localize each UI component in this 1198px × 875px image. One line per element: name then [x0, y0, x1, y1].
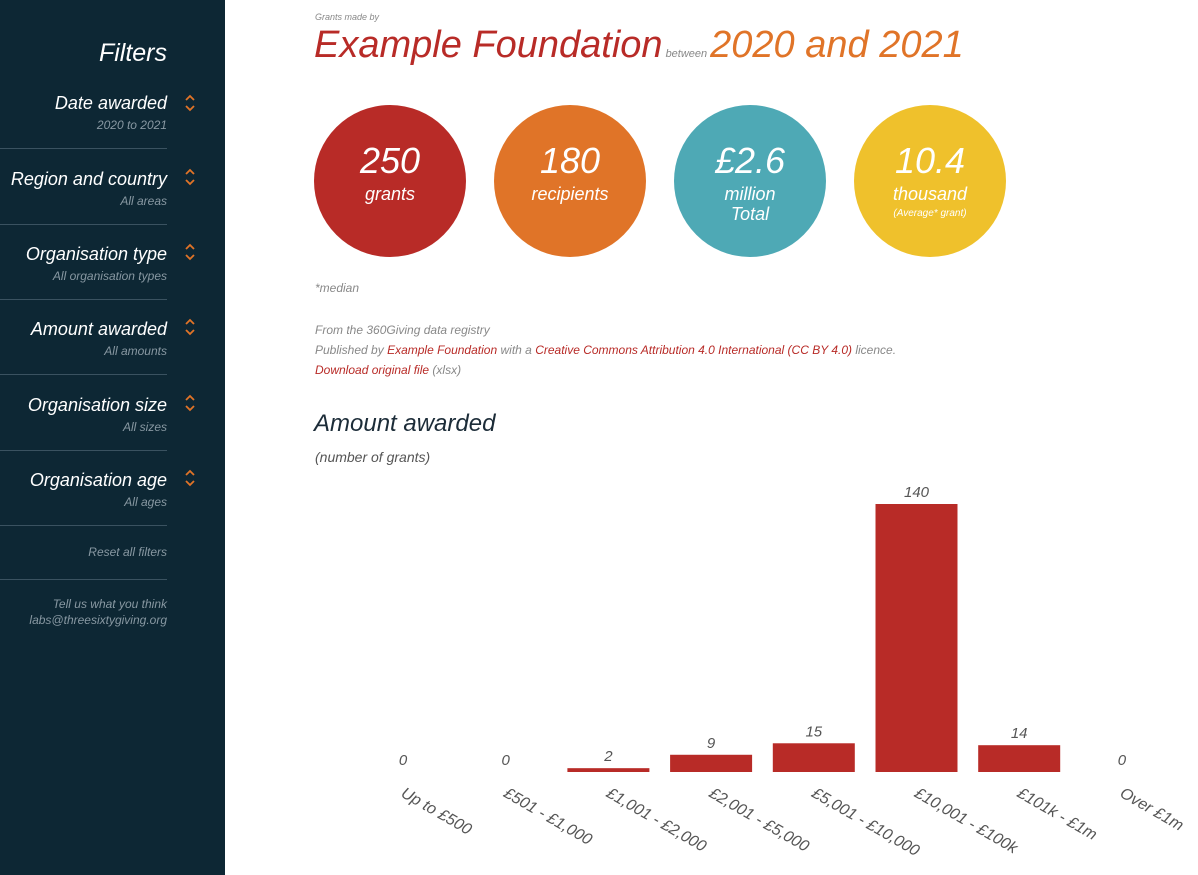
chevron-updown-icon[interactable] [184, 317, 196, 339]
stat-average: 10.4 thousand (Average* grant) [854, 105, 1006, 257]
filter-value: All organisation types [52, 269, 167, 283]
filter-name: Organisation type [25, 244, 167, 264]
bar-2[interactable] [567, 768, 650, 772]
bar-value-label: 0 [1118, 752, 1127, 769]
filter-name: Region and country [10, 169, 167, 189]
stat-recipients: 180 recipients [494, 105, 646, 257]
median-note: *median [315, 281, 360, 295]
x-tick-label: £5,001 - £10,000 [808, 784, 922, 860]
bar-5[interactable] [875, 504, 958, 772]
x-tick-label: Over £1m [1117, 785, 1186, 835]
bar-4[interactable] [772, 743, 855, 772]
filter-value: All amounts [104, 344, 167, 358]
stat-value: 250 [359, 140, 421, 181]
bar-value-label: 0 [399, 752, 408, 769]
date-range: 2020 and 2021 [710, 24, 964, 66]
sidebar-title: Filters [98, 39, 167, 67]
chart-subtitle: (number of grants) [315, 449, 431, 465]
header-kicker: Grants made by [315, 12, 380, 22]
bar-6[interactable] [978, 745, 1061, 772]
chevron-updown-icon[interactable] [184, 167, 196, 189]
published-prefix: Published by [315, 343, 384, 357]
chevron-updown-icon[interactable] [184, 93, 196, 115]
filter-name: Date awarded [54, 93, 167, 113]
filter-name: Organisation age [29, 470, 167, 490]
between-word: between [665, 48, 708, 60]
source-download: Download original file (xlsx) [315, 363, 461, 377]
bar-value-label: 0 [502, 752, 511, 769]
bar-value-label: 14 [1011, 725, 1028, 742]
stat-unit: recipients [531, 184, 609, 204]
divider [0, 374, 167, 375]
divider [0, 579, 167, 580]
divider [0, 224, 167, 225]
stat-value: 10.4 [894, 140, 966, 181]
download-format: (xlsx) [432, 363, 462, 377]
bar-value-label: 140 [904, 484, 930, 501]
filter-value: All sizes [122, 420, 167, 434]
stat-unit: thousand [892, 184, 968, 204]
funder-name[interactable]: Example Foundation [314, 24, 663, 66]
page-title: Example Foundation between2020 and 2021 [314, 24, 964, 67]
chevron-updown-icon[interactable] [184, 242, 196, 264]
x-tick-label: £501 - £1,000 [500, 784, 595, 849]
source-registry: From the 360Giving data registry [315, 323, 490, 337]
chevron-updown-icon[interactable] [184, 393, 196, 415]
filter-value: All areas [120, 194, 167, 208]
chart-title: Amount awarded [314, 410, 496, 437]
source-published: Published by Example Foundation with a C… [315, 343, 896, 357]
stat-value: 180 [539, 140, 601, 181]
bar-value-label: 15 [805, 723, 822, 740]
feedback-email-link[interactable]: labs@threesixtygiving.org [29, 613, 167, 627]
reset-filters-link[interactable]: Reset all filters [88, 545, 167, 559]
filter-value: 2020 to 2021 [96, 118, 167, 132]
x-tick-label: £1,001 - £2,000 [603, 784, 710, 855]
bar-value-label: 2 [603, 748, 613, 765]
x-tick-label: £2,001 - £5,000 [705, 784, 812, 855]
filters-sidebar: Filters Date awarded 2020 to 2021 Region… [0, 0, 225, 875]
bar-value-label: 9 [707, 735, 716, 752]
licence-link[interactable]: Creative Commons Attribution 4.0 Interna… [535, 343, 852, 357]
stat-grants: 250 grants [314, 105, 466, 257]
stat-unit: grants [364, 184, 416, 204]
stat-total: £2.6 million Total [674, 105, 826, 257]
stat-note: (Average* grant) [893, 208, 967, 219]
bar-3[interactable] [670, 754, 753, 772]
filter-name: Organisation size [27, 395, 167, 415]
divider [0, 299, 167, 300]
divider [0, 525, 167, 526]
publisher-link[interactable]: Example Foundation [387, 343, 498, 357]
chevron-updown-icon[interactable] [184, 468, 196, 490]
divider [0, 450, 167, 451]
x-tick-label: Up to £500 [398, 785, 474, 839]
stat-value: £2.6 [714, 140, 786, 181]
filter-value: All ages [124, 495, 167, 509]
divider [0, 148, 167, 149]
x-tick-label: £10,001 - £100k [911, 784, 1021, 858]
download-link[interactable]: Download original file [315, 363, 430, 377]
feedback-text: Tell us what you think [52, 597, 167, 611]
licence-suffix: licence. [855, 343, 897, 357]
filter-name: Amount awarded [30, 319, 167, 339]
with-a: with a [500, 343, 532, 357]
x-tick-label: £101k - £1m [1013, 784, 1099, 844]
stat-unit-secondary: Total [730, 204, 770, 224]
stat-unit: million [724, 184, 776, 204]
